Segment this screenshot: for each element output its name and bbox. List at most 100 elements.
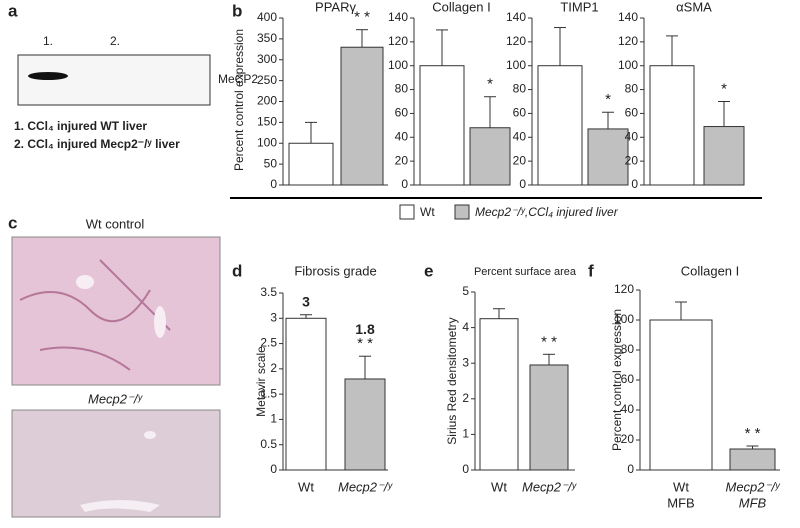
- micrograph-title: Mecp2⁻/ʸ: [88, 391, 143, 406]
- y-tick-label: 140: [618, 10, 638, 24]
- panel-label: d: [232, 261, 242, 280]
- y-tick-label: 0: [270, 177, 277, 191]
- bar: [288, 142, 334, 186]
- y-tick-label: 60: [621, 372, 635, 386]
- y-tick-label: 0: [270, 462, 277, 476]
- protein-label: MeCP2: [218, 72, 258, 86]
- bar: [729, 448, 776, 471]
- y-tick-label: 5: [462, 284, 469, 298]
- value-label: 1.8: [355, 321, 375, 337]
- y-tick-label: 80: [395, 82, 409, 96]
- chart-title: Collagen I: [681, 263, 740, 278]
- y-tick-label: 200: [257, 94, 277, 108]
- y-tick-label: 140: [388, 10, 408, 24]
- y-tick-label: 20: [513, 153, 527, 167]
- panel-label: e: [424, 261, 433, 280]
- panel-label: f: [588, 261, 594, 280]
- y-tick-label: 100: [618, 58, 638, 72]
- chart-title: TIMP1: [560, 0, 598, 14]
- blot: [17, 54, 211, 106]
- chart-title: PPARγ: [315, 0, 356, 14]
- bar: [344, 378, 386, 471]
- y-tick-label: 3: [270, 310, 277, 324]
- y-tick-label: 40: [513, 129, 527, 143]
- x-tick-label: MFB: [739, 495, 767, 510]
- bar: [703, 126, 745, 186]
- y-tick-label: 0: [627, 462, 634, 476]
- blot-band: [28, 72, 68, 80]
- y-axis-label: Metavir scale: [254, 346, 268, 417]
- y-tick-label: 0.5: [260, 437, 277, 451]
- bar: [340, 46, 384, 186]
- y-tick-label: 20: [395, 153, 409, 167]
- y-axis-label: Sirius Red densitometry: [445, 317, 459, 444]
- y-tick-label: 60: [395, 106, 409, 120]
- y-tick-label: 120: [506, 34, 526, 48]
- bar: [649, 319, 713, 471]
- x-tick-label: Wt: [298, 479, 314, 494]
- y-tick-label: 140: [506, 10, 526, 24]
- y-tick-label: 0: [631, 177, 638, 191]
- y-tick-label: 100: [257, 135, 277, 149]
- chart-title: αSMA: [676, 0, 712, 14]
- vessel: [76, 275, 94, 289]
- y-tick-label: 60: [625, 106, 639, 120]
- y-tick-label: 20: [625, 153, 639, 167]
- y-tick-label: 100: [388, 58, 408, 72]
- chart-title: Percent surface area: [474, 266, 577, 278]
- key-line: 2. CCl₄ injured Mecp2⁻/ʸ liver: [14, 137, 180, 151]
- y-tick-label: 1.5: [260, 386, 277, 400]
- bar: [469, 127, 511, 186]
- vessel: [80, 500, 160, 512]
- y-tick-label: 150: [257, 115, 277, 129]
- y-tick-label: 4: [462, 320, 469, 334]
- significance: * *: [357, 335, 373, 352]
- key-line: 1. CCl₄ injured WT liver: [14, 119, 147, 133]
- y-tick-label: 0: [462, 462, 469, 476]
- lane-label: 1.: [43, 34, 53, 48]
- chart-title: Collagen I: [432, 0, 491, 14]
- micrograph-title: Wt control: [86, 216, 145, 231]
- panel-label: b: [232, 1, 242, 20]
- y-tick-label: 120: [388, 34, 408, 48]
- bar: [649, 65, 695, 186]
- bar: [479, 318, 519, 471]
- y-tick-label: 3: [462, 355, 469, 369]
- bar: [419, 65, 465, 186]
- y-tick-label: 120: [618, 34, 638, 48]
- y-tick-label: 40: [395, 129, 409, 143]
- bar: [587, 128, 629, 186]
- bar: [537, 65, 583, 186]
- y-tick-label: 1: [462, 427, 469, 441]
- y-tick-label: 300: [257, 52, 277, 66]
- x-tick-label: Mecp2⁻/ʸ: [522, 479, 577, 494]
- panel-label: c: [8, 213, 17, 232]
- significance: * *: [354, 9, 370, 26]
- legend-label: Mecp2⁻/ʸ,CCl₄ injured liver: [475, 205, 619, 219]
- value-label: 3: [302, 293, 310, 309]
- significance: * *: [541, 333, 557, 350]
- x-tick-label: Mecp2⁻/ʸ: [338, 479, 393, 494]
- y-axis-label: Percent control expression: [232, 29, 246, 171]
- y-tick-label: 350: [257, 31, 277, 45]
- y-tick-label: 50: [264, 156, 278, 170]
- y-tick-label: 40: [621, 402, 635, 416]
- y-tick-label: 0: [401, 177, 408, 191]
- y-tick-label: 40: [625, 129, 639, 143]
- bar: [529, 364, 569, 471]
- y-tick-label: 400: [257, 10, 277, 24]
- y-tick-label: 3.5: [260, 285, 277, 299]
- legend-swatch: [454, 204, 470, 220]
- legend-swatch: [399, 204, 415, 220]
- y-tick-label: 1: [270, 412, 277, 426]
- significance: * *: [745, 425, 761, 442]
- y-axis-label: Percent control expression: [610, 309, 624, 451]
- micrograph: [11, 409, 221, 518]
- vessel: [154, 306, 166, 338]
- y-tick-label: 2: [270, 361, 277, 375]
- y-tick-label: 20: [621, 432, 635, 446]
- micrograph: [11, 236, 221, 386]
- y-tick-label: 100: [506, 58, 526, 72]
- x-tick-label: Wt: [491, 479, 507, 494]
- lane-label: 2.: [110, 34, 120, 48]
